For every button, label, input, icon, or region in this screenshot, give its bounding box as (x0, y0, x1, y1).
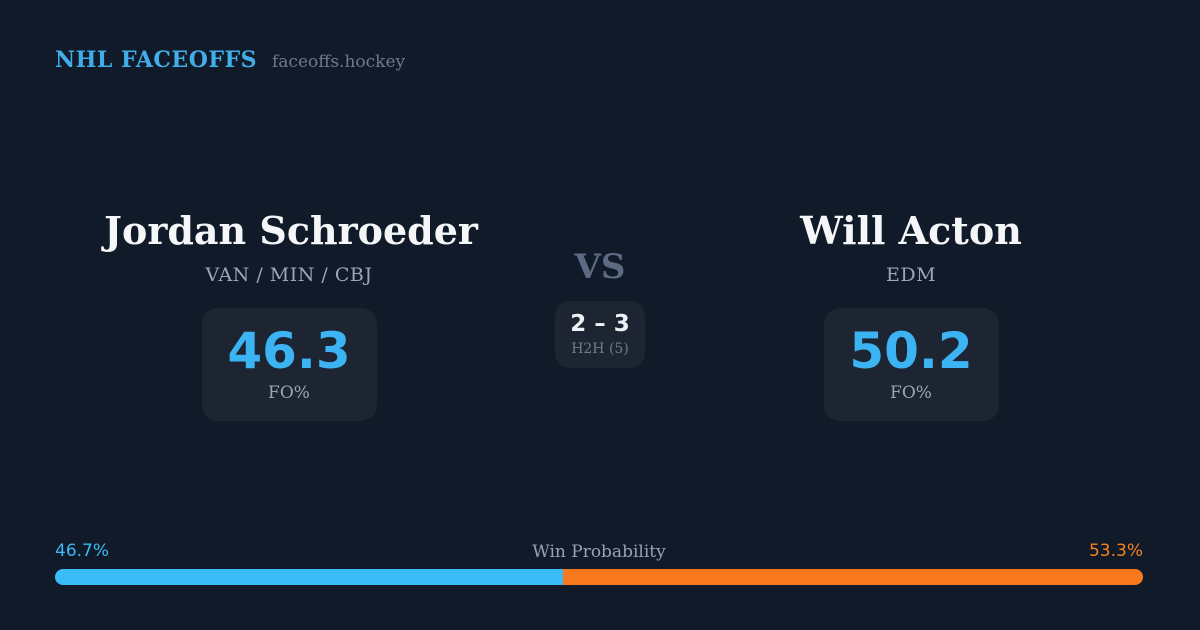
player-left-name: Jordan Schroeder (104, 208, 478, 253)
win-probability-title: Win Probability (532, 542, 666, 562)
h2h-score: 2 – 3 (570, 310, 630, 337)
h2h-card: 2 – 3 H2H (5) (555, 301, 645, 368)
player-right-fo-card: 50.2 FO% (823, 307, 999, 421)
player-left-teams: VAN / MIN / CBJ (205, 263, 373, 286)
player-right-name: Will Acton (800, 208, 1022, 253)
player-right-teams: EDM (885, 263, 937, 286)
win-bar-left-segment (55, 569, 564, 585)
player-left-fo-card: 46.3 FO% (201, 307, 377, 421)
player-left-fo-label: FO% (268, 382, 310, 403)
brand-title: NHL FACEOFFS (55, 47, 257, 73)
win-probability-labels: 46.7% Win Probability 53.3% (55, 541, 1143, 563)
site-url: faceoffs.hockey (272, 52, 406, 72)
h2h-label: H2H (5) (571, 340, 629, 357)
win-probability-bar (55, 569, 1143, 585)
player-right-fo-value: 50.2 (849, 321, 973, 380)
win-probability-right-pct: 53.3% (1088, 541, 1143, 561)
player-right-fo-label: FO% (890, 382, 932, 403)
win-bar-right-segment (563, 569, 1143, 585)
matchup-center-column: VS 2 – 3 H2H (5) (540, 250, 660, 368)
win-probability-left-pct: 46.7% (55, 541, 110, 561)
vs-label: VS (574, 247, 626, 287)
player-left-column: Jordan Schroeder VAN / MIN / CBJ 46.3 FO… (104, 208, 478, 421)
player-left-fo-value: 46.3 (227, 321, 351, 380)
header: NHL FACEOFFS faceoffs.hockey (55, 47, 405, 73)
player-right-column: Will Acton EDM 50.2 FO% (726, 210, 1096, 421)
